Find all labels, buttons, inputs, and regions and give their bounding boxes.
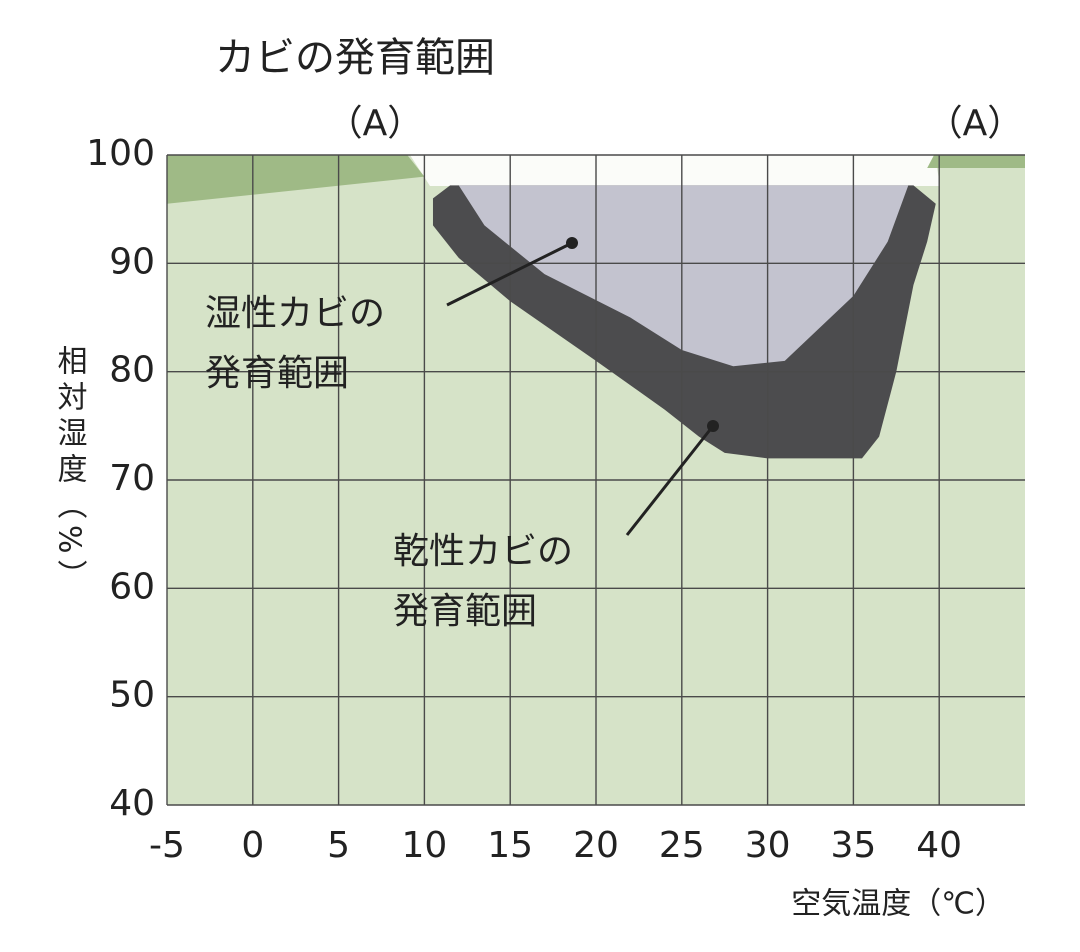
- clear-zone: [410, 155, 940, 186]
- region-label: （A）: [927, 103, 1024, 144]
- region: [167, 155, 425, 204]
- region-label: 発育範囲: [393, 591, 537, 632]
- region: [927, 155, 1025, 168]
- y-tick-label: 40: [109, 783, 155, 824]
- x-tick-label: 5: [327, 825, 350, 866]
- x-axis-label: 空気温度（℃）: [791, 887, 1005, 922]
- x-tick-label: 30: [745, 825, 791, 866]
- x-tick-label: 15: [487, 825, 533, 866]
- leader-line: [446, 241, 573, 307]
- region: [458, 185, 909, 367]
- x-tick-label: 20: [573, 825, 619, 866]
- x-tick-label: 25: [659, 825, 705, 866]
- region-label: 乾性カビの: [393, 531, 573, 572]
- y-tick-label: 80: [109, 350, 155, 391]
- x-tick-label: -5: [149, 825, 185, 866]
- chart-title: カビの発育範囲: [215, 35, 495, 81]
- y-tick-label: 90: [109, 241, 155, 282]
- y-tick-label: 70: [109, 458, 155, 499]
- x-tick-label: 0: [241, 825, 264, 866]
- y-tick-label: 50: [109, 675, 155, 716]
- y-tick-label: 60: [109, 566, 155, 607]
- x-tick-label: 35: [830, 825, 876, 866]
- y-tick-label: 100: [86, 133, 155, 174]
- y-axis-label: 相対湿度（%）: [52, 345, 88, 596]
- x-tick-label: 10: [401, 825, 447, 866]
- region-label: （A）: [327, 103, 424, 144]
- x-tick-label: 40: [916, 825, 962, 866]
- region-label: 発育範囲: [205, 353, 349, 394]
- leader-dot: [707, 420, 719, 432]
- region-label: 湿性カビの: [205, 293, 385, 334]
- leader-dot: [566, 237, 578, 249]
- leader-line: [625, 425, 715, 536]
